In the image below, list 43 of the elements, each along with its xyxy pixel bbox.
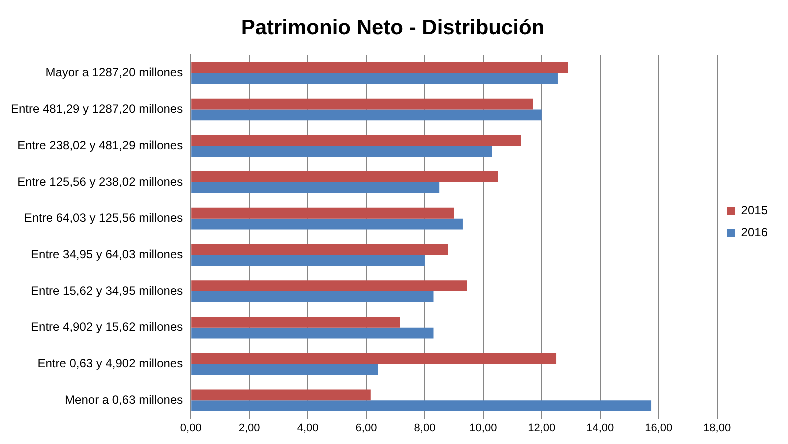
y-tick-label: Entre 0,63 y 4,902 millones [38, 356, 184, 371]
y-tick-label: Entre 125,56 y 238,02 millones [18, 174, 184, 189]
bar [192, 146, 492, 158]
x-tick-label: 4,00 [297, 422, 319, 434]
x-tick-label: 10,00 [470, 422, 498, 434]
y-tick-label: Entre 15,62 y 34,95 millones [31, 284, 184, 298]
bar [192, 280, 468, 292]
x-tick-label: 16,00 [645, 422, 673, 434]
y-tick-label: Entre 64,03 y 125,56 millones [24, 211, 184, 226]
legend-label: 2015 [741, 203, 768, 218]
bar [192, 110, 542, 121]
y-tick-label: Entre 238,02 y 481,29 millones [18, 138, 184, 152]
bar [192, 98, 534, 110]
chart-title: Patrimonio Neto - Distribución [241, 16, 545, 40]
x-tick-label: 18,00 [704, 422, 732, 434]
legend-label: 2016 [741, 225, 768, 240]
y-tick-label: Mayor a 1287,20 millones [46, 66, 184, 80]
bar [192, 135, 522, 146]
bar [192, 182, 440, 194]
bar [192, 316, 400, 328]
x-tick-label: 12,00 [528, 422, 556, 434]
x-tick-label: 2,00 [238, 422, 260, 434]
y-tick-label: Entre 34,95 y 64,03 millones [31, 247, 184, 262]
bar [192, 400, 652, 412]
bar [192, 292, 434, 302]
x-tick-label: 6,00 [356, 422, 378, 434]
y-tick-label: Menor a 0,63 millones [65, 392, 184, 407]
bar [192, 73, 558, 84]
bar [192, 62, 568, 74]
y-tick-label: Entre 481,29 y 1287,20 millones [10, 102, 184, 116]
bar [192, 364, 378, 376]
x-tick-label: 14,00 [586, 422, 614, 434]
bar [192, 172, 498, 182]
bar [192, 244, 448, 256]
bar [192, 208, 454, 219]
y-tick-label: Entre 4,902 y 15,62 millones [31, 320, 184, 334]
bar [192, 255, 425, 266]
bar [192, 390, 371, 401]
x-tick-label: 0,00 [180, 422, 202, 434]
x-tick-label: 8,00 [414, 422, 436, 434]
bar [192, 218, 463, 230]
bar [192, 353, 557, 364]
bar [192, 328, 434, 339]
